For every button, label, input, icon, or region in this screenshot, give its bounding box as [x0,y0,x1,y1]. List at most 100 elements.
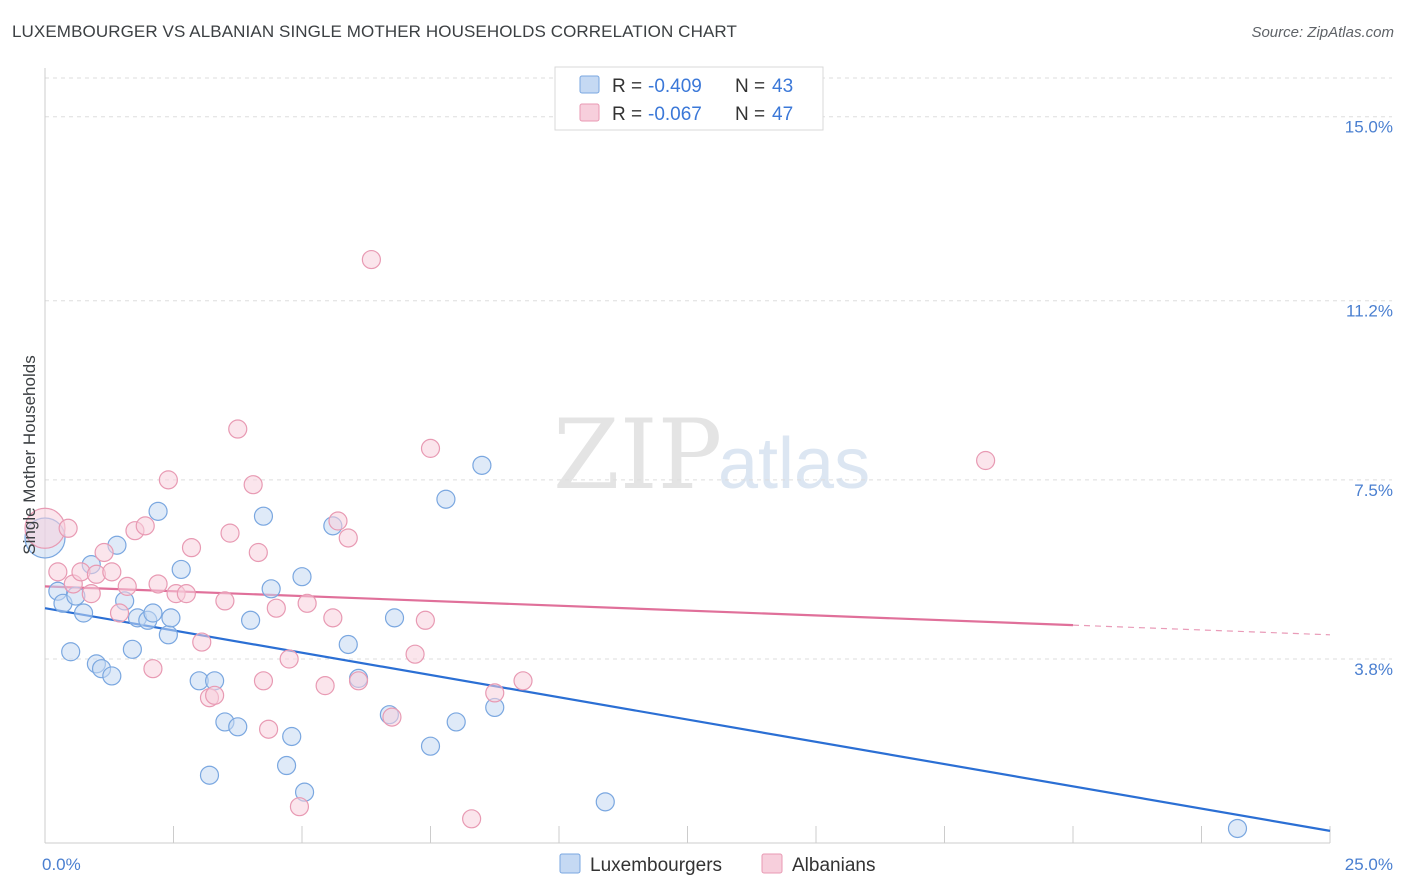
point-albanians-15 [158,470,178,490]
x-tick-label-0: 0.0% [42,855,81,874]
point-albanians-33 [315,676,335,696]
point-albanians-1 [48,562,68,582]
point-albanians-28 [258,719,279,739]
legend-swatch-0 [579,75,600,94]
point-albanians-21 [205,685,225,705]
point-albanians-31 [289,797,310,817]
watermark-atlas: atlas [718,424,870,504]
point-luxembourgers-12 [122,639,142,659]
point-albanians-39 [382,707,402,727]
point-albanians-12 [135,516,155,536]
point-albanians-19 [192,632,212,652]
legend-swatch-1 [579,103,600,122]
point-luxembourgers-21 [199,765,220,785]
point-luxembourgers-18 [161,608,181,628]
legend-n-label-0: N = [735,76,765,97]
watermark-zip: ZIP [553,399,722,511]
point-albanians-43 [462,809,482,829]
point-albanians-9 [109,603,130,623]
y-tick-label-2: 11.2% [1346,302,1393,321]
legend-r-value-0: -0.409 [648,76,702,97]
y-tick-label-3: 15.0% [1345,118,1393,137]
point-albanians-42 [420,438,441,458]
chart-title: LUXEMBOURGER VS ALBANIAN SINGLE MOTHER H… [12,22,737,41]
point-albanians-8 [102,562,122,582]
trend-line-albanians [44,585,1074,627]
point-luxembourgers-16 [148,501,168,521]
y-tick-label-0: 3.8% [1354,660,1393,679]
trend-lines [44,585,1331,832]
legend-n-label-1: N = [735,104,765,125]
point-albanians-18 [181,538,202,558]
point-albanians-27 [253,671,274,691]
point-albanians-22 [215,591,235,611]
point-albanians-29 [266,598,286,618]
watermark: ZIP atlas [553,399,870,511]
point-albanians-7 [94,542,114,563]
axes: 3.8% 7.5% 11.2% 15.0% 0.0% 25.0% [42,68,1393,874]
point-albanians-14 [148,574,168,594]
point-luxembourgers-39 [446,712,466,732]
legend-n-value-1: 47 [772,104,793,125]
point-luxembourgers-19 [171,559,191,580]
point-albanians-34 [323,608,343,628]
bottom-legend-label-0: Luxembourgers [590,855,722,876]
point-luxembourgers-9 [102,666,122,686]
bottom-legend-swatch-0 [559,853,581,874]
legend-r-value-1: -0.067 [648,104,702,125]
gridlines [45,77,1392,660]
point-albanians-25 [243,475,263,495]
point-albanians-45 [513,671,533,691]
point-luxembourgers-26 [253,506,274,526]
point-albanians-10 [117,576,137,596]
legend-box [554,66,824,131]
point-albanians-44 [485,683,505,703]
point-albanians-2 [58,518,78,538]
point-luxembourgers-36 [384,608,405,628]
x-tick-label-1: 25.0% [1345,855,1393,874]
point-luxembourgers-25 [241,610,261,630]
point-luxembourgers-15 [143,603,163,623]
bottom-legend-swatch-1 [761,853,783,874]
y-tick-label-1: 7.5% [1354,481,1393,500]
point-albanians-23 [220,523,240,543]
point-albanians-26 [248,542,268,563]
point-albanians-30 [279,649,299,669]
point-albanians-5 [81,584,101,604]
legend-r-label-1: R = [612,104,642,125]
source-label: Source: ZipAtlas.com [1251,24,1394,41]
legend: R = -0.409 N = 43 R = -0.067 N = 47 [554,66,824,131]
point-luxembourgers-5 [73,603,94,623]
point-luxembourgers-33 [338,634,358,655]
point-albanians-41 [415,610,435,630]
point-luxembourgers-42 [595,792,615,812]
point-albanians-13 [143,659,163,679]
point-albanians-32 [297,593,317,613]
point-albanians-17 [176,584,196,604]
point-luxembourgers-24 [228,717,248,737]
point-luxembourgers-37 [420,736,441,756]
point-luxembourgers-31 [292,567,312,587]
point-luxembourgers-38 [436,489,456,509]
point-albanians-46 [976,450,996,471]
bottom-legend: Luxembourgers Albanians [559,853,875,876]
trend-line-luxembourgers [44,607,1331,832]
point-luxembourgers-43 [1227,818,1248,839]
point-albanians-37 [348,671,369,691]
y-axis-label: Single Mother Households [20,355,39,554]
trend-line-ext-albanians [1072,624,1331,636]
point-albanians-40 [405,644,425,664]
point-luxembourgers-3 [61,642,81,662]
bottom-legend-label-1: Albanians [792,855,875,876]
point-luxembourgers-17 [158,625,178,645]
point-albanians-24 [228,419,248,439]
point-luxembourgers-28 [276,755,297,776]
point-albanians-38 [361,249,381,270]
point-luxembourgers-29 [282,726,302,747]
data-points [24,249,1248,839]
legend-r-label-0: R = [612,76,642,97]
point-albanians-36 [338,528,358,548]
point-luxembourgers-40 [472,455,492,475]
legend-n-value-0: 43 [772,76,793,97]
